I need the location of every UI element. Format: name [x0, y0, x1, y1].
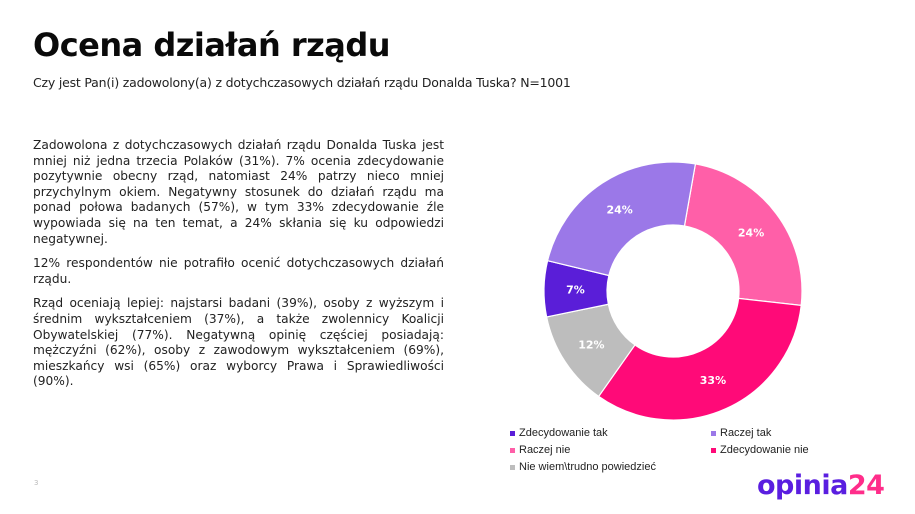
legend-swatch	[711, 430, 716, 436]
page-title: Ocena działań rządu	[33, 26, 391, 64]
legend-swatch	[510, 447, 515, 453]
legend-item-zdecydowanie-tak: Zdecydowanie tak	[510, 427, 608, 439]
donut-slice	[597, 297, 802, 421]
legend-swatch	[510, 464, 515, 470]
legend-swatch	[711, 447, 716, 453]
legend-swatch	[510, 430, 515, 436]
page-number: 3	[34, 479, 39, 487]
slice-label: 24%	[606, 203, 632, 216]
logo-text-24: 24	[847, 470, 885, 501]
survey-question: Czy jest Pan(i) zadowolony(a) z dotychcz…	[33, 75, 571, 90]
slice-label: 33%	[700, 374, 726, 387]
slice-label: 7%	[566, 283, 585, 296]
legend-label: Zdecydowanie nie	[720, 444, 809, 456]
opinia24-logo: opinia24	[757, 470, 885, 501]
summary-text: Zadowolona z dotychczasowych działań rzą…	[33, 138, 444, 399]
legend-label: Raczej tak	[720, 427, 772, 439]
donut-chart-svg: 24% 33% 12% 7% 24%	[543, 161, 803, 421]
legend-item-zdecydowanie-nie: Zdecydowanie nie	[711, 444, 809, 456]
summary-paragraph: Rząd oceniają lepiej: najstarsi badani (…	[33, 296, 444, 389]
slice-label: 24%	[738, 227, 764, 240]
donut-slice	[683, 163, 803, 307]
logo-text-opinia: opinia	[757, 470, 848, 501]
donut-slice	[546, 161, 697, 277]
legend-label: Nie wiem\trudno powiedzieć	[519, 461, 656, 473]
legend-label: Raczej nie	[519, 444, 571, 456]
donut-chart: 24% 33% 12% 7% 24%	[535, 155, 815, 430]
summary-paragraph: Zadowolona z dotychczasowych działań rzą…	[33, 138, 444, 246]
legend-item-raczej-nie: Raczej nie	[510, 444, 570, 456]
legend-item-nie-wiem: Nie wiem\trudno powiedzieć	[510, 461, 656, 473]
slice-label: 12%	[578, 338, 604, 351]
legend-label: Zdecydowanie tak	[519, 427, 608, 439]
summary-paragraph: 12% respondentów nie potrafiło ocenić do…	[33, 256, 444, 286]
legend-item-raczej-tak: Raczej tak	[711, 427, 771, 439]
